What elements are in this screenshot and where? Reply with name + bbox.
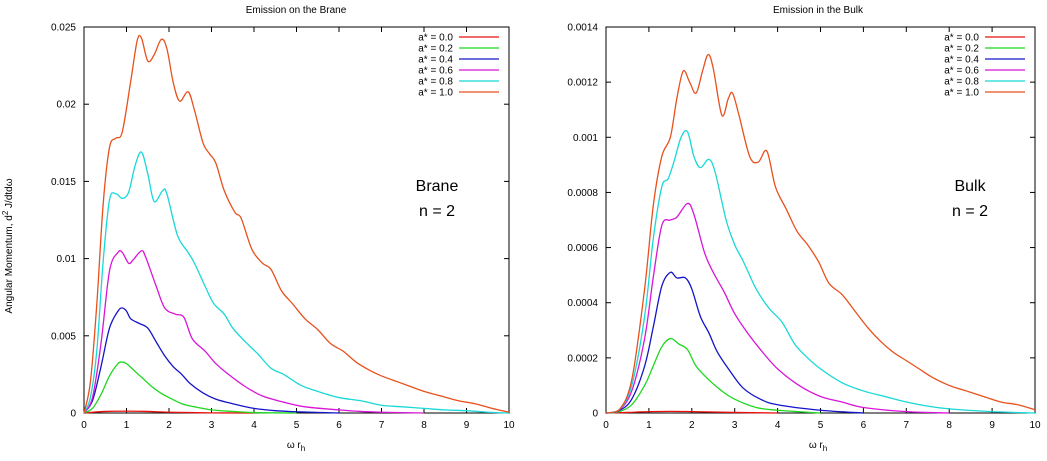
chart-title: Emission in the Bulk [773, 5, 864, 16]
legend-label: a* = 0.0 [944, 33, 979, 44]
y-tick-label: 0.0012 [567, 78, 598, 89]
y-tick-label: 0 [70, 409, 76, 420]
x-tick-label: 6 [861, 420, 867, 431]
y-axis-label-sup: 2 [1, 210, 10, 215]
x-tick-label: 6 [336, 420, 342, 431]
annotation-model: Bulk [954, 178, 986, 195]
x-tick-label: 9 [989, 420, 995, 431]
y-tick-label: 0.0002 [567, 353, 598, 364]
legend: a* = 0.0a* = 0.2a* = 0.4a* = 0.6a* = 0.8… [418, 33, 499, 99]
legend-label: a* = 0.6 [944, 66, 979, 77]
x-tick-label: 1 [646, 420, 652, 431]
legend-label: a* = 0.8 [944, 77, 979, 88]
axis-ticks: 0 1 2 3 4 5 6 7 8 9 10 0 0.005 0.01 0.015 0.02 0.025 [51, 23, 515, 432]
y-tick-label: 0.0006 [567, 243, 598, 254]
series-line-2 [83, 307, 340, 414]
legend: a* = 0.0a* = 0.2a* = 0.4a* = 0.6a* = 0.8… [944, 33, 1025, 99]
x-axis-label-main: ω r [287, 440, 302, 451]
chart-title: Emission on the Brane [246, 5, 347, 16]
legend-label: a* = 0.8 [418, 77, 453, 88]
x-axis-label: ω rh [809, 440, 827, 453]
x-axis-label-sub: h [823, 444, 827, 453]
x-tick-label: 9 [464, 420, 470, 431]
y-tick-label: 0.0008 [567, 188, 598, 199]
x-tick-label: 8 [421, 420, 427, 431]
legend-label: a* = 0.0 [418, 33, 453, 44]
x-tick-label: 8 [946, 420, 952, 431]
x-tick-label: 7 [379, 420, 385, 431]
legend-label: a* = 0.4 [944, 55, 979, 66]
series-line-5 [605, 53, 1036, 414]
series-line-1 [605, 337, 821, 414]
x-tick-label: 7 [904, 420, 910, 431]
y-tick-label: 0.001 [573, 133, 598, 144]
axis-ticks: 0 1 2 3 4 5 6 7 8 9 10 0 0.0002 0.0004 0.0006 0.0008 0.0… [567, 23, 1041, 432]
x-tick-label: 0 [81, 420, 87, 431]
legend-label: a* = 0.2 [418, 44, 453, 55]
y-axis-label: Angular Momentum, d2 J/dtdω [1, 178, 15, 313]
series-line-1 [83, 361, 297, 414]
x-tick-label: 0 [603, 420, 609, 431]
x-tick-label: 3 [732, 420, 738, 431]
y-tick-label: 0.02 [57, 100, 77, 111]
series-line-5 [83, 34, 510, 414]
bulk-chart-panel: Emission in the Bulk ω rh Bulk n = 2 0 1 2… [567, 5, 1041, 453]
x-axis-label: ω rh [287, 440, 305, 453]
annotation-dimensions: n = 2 [952, 203, 988, 220]
series-lines [83, 34, 510, 414]
x-axis-label-main: ω r [809, 440, 824, 451]
y-tick-label: 0.0004 [567, 298, 598, 309]
brane-chart-panel: Emission on the Brane Angular Momentum, … [1, 5, 515, 453]
y-tick-label: 0.015 [51, 177, 76, 188]
x-axis-label-sub: h [301, 444, 305, 453]
x-tick-label: 5 [294, 420, 300, 431]
series-line-0 [605, 410, 778, 414]
series-lines [605, 53, 1036, 414]
x-tick-label: 1 [124, 420, 130, 431]
x-tick-label: 10 [503, 420, 515, 431]
legend-label: a* = 1.0 [944, 88, 979, 99]
annotation-model: Brane [416, 178, 459, 195]
legend-label: a* = 0.4 [418, 55, 453, 66]
legend-label: a* = 0.2 [944, 44, 979, 55]
x-tick-label: 3 [209, 420, 215, 431]
y-tick-label: 0.01 [57, 254, 77, 265]
x-tick-label: 4 [775, 420, 781, 431]
series-line-0 [83, 410, 255, 414]
series-line-2 [605, 271, 864, 414]
y-tick-label: 0.0014 [567, 23, 598, 34]
x-tick-label: 2 [166, 420, 172, 431]
x-tick-label: 4 [251, 420, 257, 431]
x-tick-label: 5 [818, 420, 824, 431]
series-line-4 [605, 130, 1036, 414]
y-tick-label: 0.025 [51, 23, 76, 34]
y-tick-label: 0 [592, 409, 598, 420]
y-axis-label-main: Angular Momentum, d [4, 215, 15, 313]
y-axis-label-tail: J/dtdω [4, 178, 15, 210]
legend-label: a* = 0.6 [418, 66, 453, 77]
legend-label: a* = 1.0 [418, 88, 453, 99]
series-line-4 [83, 151, 510, 414]
series-line-3 [605, 202, 950, 414]
annotation-dimensions: n = 2 [419, 203, 455, 220]
series-line-3 [83, 249, 425, 414]
x-tick-label: 10 [1029, 420, 1041, 431]
y-tick-label: 0.005 [51, 331, 76, 342]
x-tick-label: 2 [689, 420, 695, 431]
